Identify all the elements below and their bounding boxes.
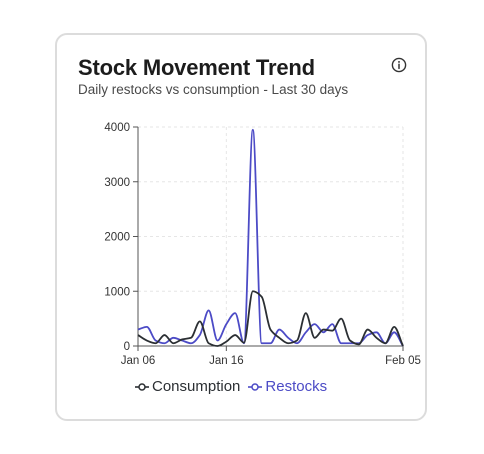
- chart-subtitle: Daily restocks vs consumption - Last 30 …: [78, 82, 349, 97]
- y-tick-label: 4000: [104, 122, 130, 134]
- x-tick-label: Jan 16: [209, 355, 244, 367]
- legend-label-consumption: Consumption: [152, 378, 241, 395]
- stock-movement-chart: 0 1000 2000 3000 4000 Jan 06 Jan 16 Feb 05: [104, 122, 421, 367]
- legend-label-restocks: Restocks: [265, 378, 328, 395]
- legend-marker-restocks: [248, 382, 263, 391]
- info-icon[interactable]: [391, 57, 407, 73]
- series-line-consumption: [137, 290, 404, 347]
- x-tick-label: Feb 05: [385, 355, 421, 367]
- y-tick-label: 2000: [104, 232, 130, 244]
- chart-title: Stock Movement Trend: [78, 55, 315, 80]
- series-line-restocks: [137, 128, 404, 347]
- legend-marker-consumption: [135, 382, 149, 391]
- chart-legend: Consumption Restocks: [135, 378, 335, 395]
- y-tick-label: 0: [124, 341, 130, 353]
- x-tick-label: Jan 06: [121, 355, 156, 367]
- legend-item-consumption[interactable]: Consumption: [135, 378, 240, 395]
- stock-movement-card: Stock Movement Trend Daily restocks vs c…: [55, 33, 427, 421]
- y-tick-label: 3000: [104, 177, 130, 189]
- y-tick-label: 1000: [104, 286, 130, 298]
- legend-item-restocks[interactable]: Restocks: [248, 378, 327, 395]
